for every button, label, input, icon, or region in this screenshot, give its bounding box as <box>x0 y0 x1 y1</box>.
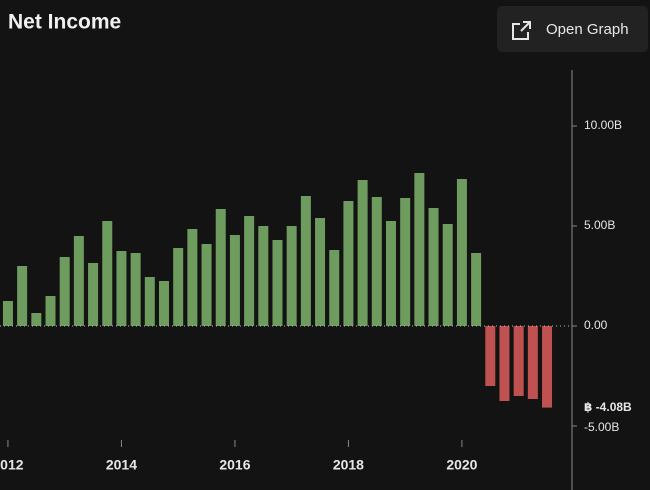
bar <box>428 208 439 326</box>
bar <box>499 326 510 401</box>
bar <box>442 224 453 326</box>
x-tick-label: 2012 <box>0 457 24 473</box>
bar <box>258 226 269 326</box>
bar <box>315 218 326 326</box>
bar <box>542 326 553 408</box>
y-tick-label: 0.00 <box>584 318 608 332</box>
bar <box>130 253 141 326</box>
y-tick-label: 10.00B <box>584 118 622 132</box>
bar <box>485 326 496 386</box>
bar <box>244 216 255 326</box>
bar <box>357 180 368 326</box>
bar <box>173 248 184 326</box>
bar <box>215 209 226 326</box>
bar <box>201 244 212 326</box>
value-label: ฿ -4.08B <box>584 400 632 414</box>
bar <box>385 221 396 326</box>
external-link-icon <box>512 21 531 40</box>
bar <box>187 229 198 326</box>
button-label[interactable]: Open Graph <box>546 21 629 38</box>
chart-title: Net Income <box>8 11 121 34</box>
bar <box>371 197 382 326</box>
button-bg[interactable] <box>497 6 648 52</box>
bar <box>144 277 155 326</box>
bar <box>527 326 538 399</box>
bar <box>286 226 297 326</box>
bar <box>272 240 283 326</box>
bar <box>414 173 425 326</box>
bar <box>300 196 311 326</box>
x-tick-label: 2018 <box>333 457 364 473</box>
bar <box>45 296 56 326</box>
bar <box>2 301 13 326</box>
bar <box>59 257 70 326</box>
bar <box>116 251 127 326</box>
bar <box>471 253 482 326</box>
x-tick-label: 2014 <box>106 457 137 473</box>
bar <box>17 266 28 326</box>
bar <box>31 313 42 326</box>
bar <box>88 263 99 326</box>
bar <box>400 198 411 326</box>
x-tick-label: 2016 <box>219 457 250 473</box>
y-tick-label: 5.00B <box>584 218 615 232</box>
bar <box>102 221 113 326</box>
open-graph-button[interactable]: Open Graph <box>497 6 648 52</box>
bar <box>513 326 524 396</box>
bar <box>158 281 169 326</box>
y-tick-label: -5.00B <box>584 420 619 434</box>
x-tick-label: 2020 <box>446 457 477 473</box>
bar <box>229 235 240 326</box>
bar <box>343 201 354 326</box>
bar <box>73 236 84 326</box>
bar <box>329 250 340 326</box>
bar <box>456 179 467 326</box>
